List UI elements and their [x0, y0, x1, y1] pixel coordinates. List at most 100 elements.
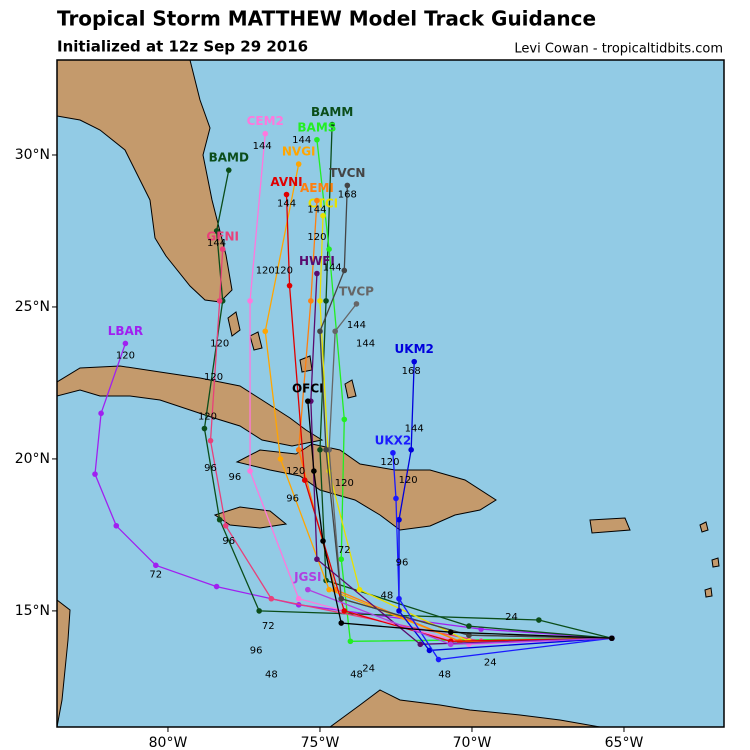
y-tick-label: 15°N [15, 603, 50, 619]
forecast-hour: 96 [396, 557, 409, 568]
track-point [98, 410, 104, 417]
track-name: TVCN [329, 166, 365, 180]
track-point [341, 608, 348, 614]
track-point [213, 228, 220, 234]
forecast-hour: 120 [307, 232, 326, 243]
track-point [341, 267, 348, 274]
track-point [314, 556, 320, 563]
track-point [305, 398, 311, 404]
track-name: BAMM [311, 105, 353, 119]
track-point [609, 635, 615, 642]
forecast-hour: 96 [286, 493, 299, 504]
track-point [92, 471, 98, 477]
track-point [341, 416, 348, 423]
forecast-hour: 120 [198, 411, 217, 422]
forecast-hour: 24 [362, 664, 375, 675]
track-name: UKX2 [375, 433, 412, 447]
track-point [216, 298, 223, 304]
forecast-hour: 96 [250, 645, 263, 656]
track-point [262, 130, 269, 137]
forecast-hour: 120 [399, 475, 418, 486]
track-point [113, 522, 120, 529]
track-point [466, 632, 472, 639]
track-point [435, 656, 442, 663]
forecast-hour: 120 [256, 265, 275, 276]
track-point [207, 437, 214, 444]
track-point [286, 282, 293, 289]
track-point [305, 586, 311, 593]
forecast-hour: 48 [350, 670, 363, 681]
forecast-hour: 144 [292, 135, 311, 146]
forecast-hour: 144 [405, 424, 424, 435]
track-point [122, 340, 129, 347]
track-point [326, 586, 332, 593]
track-point [317, 447, 323, 453]
track-point [308, 298, 314, 304]
track-name: LBAR [108, 324, 143, 338]
track-point [426, 647, 433, 654]
credit: Levi Cowan - tropicaltidbits.com [514, 42, 723, 57]
track-point [317, 328, 323, 335]
forecast-hour: 48 [438, 670, 451, 681]
track-point [317, 298, 323, 304]
track-point [314, 197, 320, 204]
track-point [301, 477, 308, 483]
track-point [225, 167, 232, 173]
forecast-hour: 120 [274, 265, 293, 276]
track-point [344, 182, 351, 189]
track-name: NVGI [282, 145, 316, 159]
forecast-hour: 48 [265, 670, 278, 681]
track-name: OFCI [292, 382, 324, 396]
track-point [393, 495, 399, 502]
track-point [447, 641, 454, 648]
track-point [411, 358, 418, 365]
track-point [295, 595, 302, 602]
track-point [201, 425, 208, 432]
track-point [247, 468, 253, 474]
track-line [319, 124, 612, 639]
track-point [314, 136, 320, 143]
track-name: GFNI [206, 230, 239, 244]
y-tick-label: 30°N [15, 147, 50, 163]
track-point [320, 538, 326, 544]
title: Tropical Storm MATTHEW Model Track Guida… [57, 7, 596, 31]
forecast-hour: 120 [210, 338, 229, 349]
track-point [247, 298, 253, 304]
forecast-hour: 96 [222, 536, 235, 547]
track-point [332, 328, 338, 335]
forecast-hour: 72 [262, 621, 275, 632]
track-name: JGSI [293, 570, 321, 584]
track-point [295, 447, 302, 453]
track-point [356, 586, 363, 593]
track-point [536, 617, 542, 623]
land [57, 60, 720, 727]
track-line [398, 361, 612, 652]
forecast-hour: 48 [380, 591, 393, 602]
track-point [262, 328, 269, 335]
track-point [396, 516, 402, 523]
forecast-hour: 120 [380, 457, 399, 468]
track-line [203, 170, 612, 639]
track-point [256, 608, 262, 614]
forecast-hour: 168 [338, 189, 357, 200]
forecast-hour: 96 [204, 463, 217, 474]
track-point [338, 620, 345, 626]
forecast-hour: 72 [338, 545, 351, 556]
track-point [314, 270, 320, 277]
track-point [295, 161, 302, 167]
track-line [307, 401, 612, 639]
track-point [417, 641, 424, 648]
y-tick-label: 25°N [15, 299, 50, 315]
track-name: HWFI [299, 254, 335, 268]
track-point [219, 246, 226, 253]
track-point [323, 298, 329, 304]
track-name: UKM2 [395, 342, 434, 356]
track-point [447, 629, 454, 635]
track-point [353, 301, 360, 307]
forecast-hour: 144 [356, 338, 375, 349]
tracks: LBARBAMDBAMMBAMSGFNICEM2NVGICTCIAEMIAVNI… [92, 105, 615, 681]
y-tick-label: 20°N [15, 451, 50, 467]
forecast-hour: 96 [228, 472, 241, 483]
track-point [326, 246, 332, 253]
